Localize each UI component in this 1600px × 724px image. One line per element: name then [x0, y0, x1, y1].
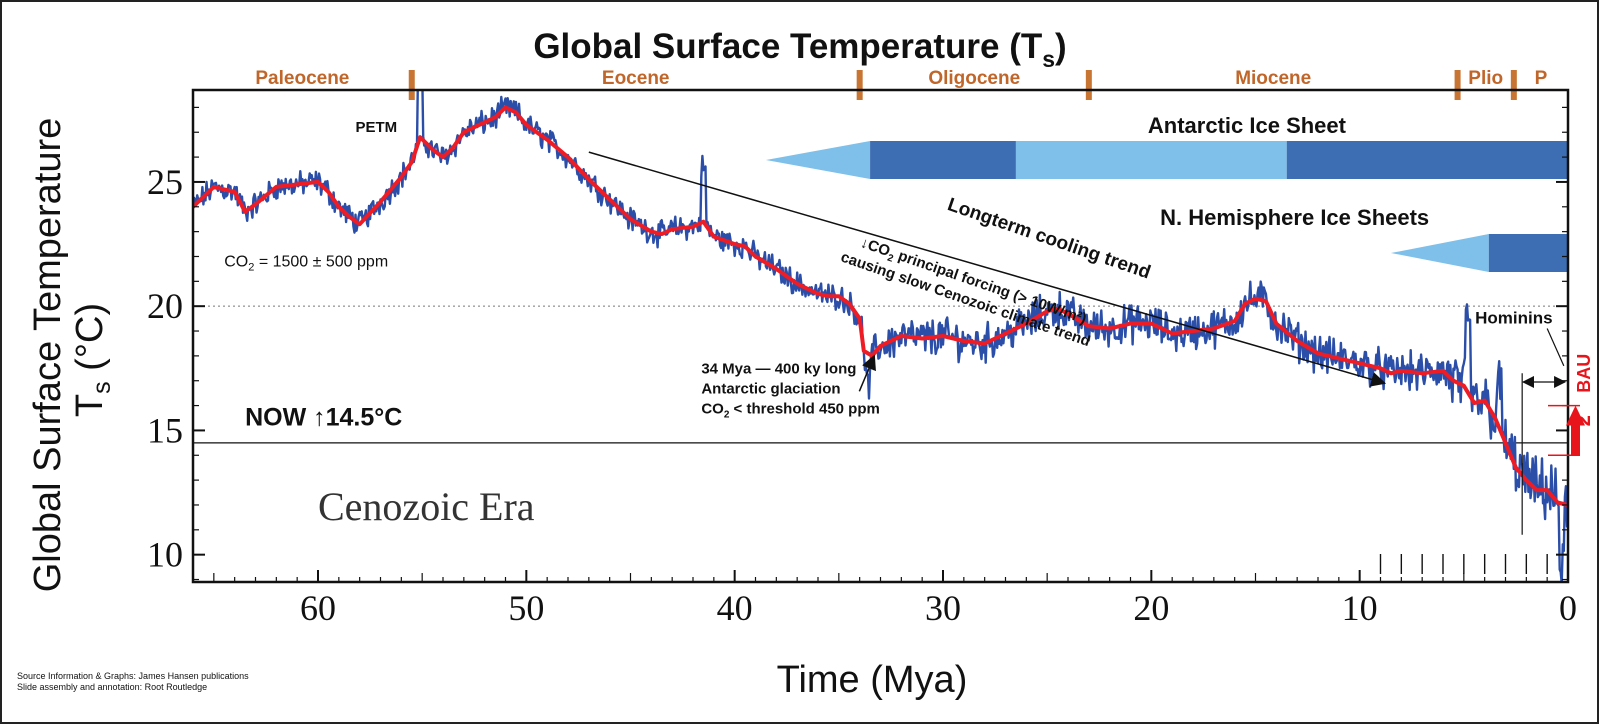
epoch-label: Oligocene	[928, 68, 1020, 89]
y-tick-label: 10	[147, 535, 183, 575]
petm-label: PETM	[356, 119, 398, 136]
chart-title: Global Surface Temperature (Ts)	[533, 27, 1066, 72]
ice-sheet-segment	[1488, 234, 1568, 272]
bau-delta-label: 2°	[1571, 410, 1595, 427]
co2-level-label: CO2 = 1500 ± 500 ppm	[224, 253, 388, 273]
ice-sheet-segment	[870, 141, 1016, 179]
epoch-label: Eocene	[602, 68, 670, 89]
y-axis-label-line2: Ts (°C)	[69, 303, 116, 417]
ice-sheet-label: N. Hemisphere Ice Sheets	[1160, 205, 1429, 230]
x-axis-label: Time (Mya)	[777, 659, 968, 701]
ice-sheet-taper	[765, 141, 871, 179]
epoch-label: Miocene	[1235, 68, 1311, 89]
annotations: PETM CO2 = 1500 ± 500 ppm NOW ↑14.5°C Cenoz…	[224, 119, 1595, 535]
x-tick-label: 20	[1133, 588, 1169, 628]
cooling-trend-label: Longterm cooling trend	[945, 194, 1153, 283]
x-tick-label: 40	[717, 588, 753, 628]
epoch-boundary	[408, 70, 415, 100]
epoch-bar: Paleocene Eocene Oligocene Miocene Plio P	[255, 68, 1548, 100]
epoch-boundary	[1510, 70, 1517, 100]
glaciation-note-line: Antarctic glaciation	[701, 380, 840, 397]
x-tick-label: 0	[1559, 588, 1577, 628]
hominins-leader	[1546, 328, 1565, 367]
now-temperature-label: NOW ↑14.5°C	[245, 403, 402, 431]
y-axis-label-line1: Global Surface Temperature	[27, 118, 69, 593]
epoch-label: Paleocene	[255, 68, 349, 89]
bau-arrow-shaft	[1571, 425, 1580, 456]
y-tick-label: 25	[147, 162, 183, 202]
hominins-label: Hominins	[1475, 309, 1552, 328]
x-tick-label: 10	[1342, 588, 1378, 628]
x-tick-label: 30	[925, 588, 961, 628]
epoch-boundary	[1454, 70, 1461, 100]
smoothed-temperature-series	[193, 105, 1568, 507]
credits: Source Information & Graphs: James Hanse…	[17, 671, 249, 693]
epoch-label: P	[1535, 68, 1548, 89]
x-tick-label: 50	[508, 588, 544, 628]
glaciation-note-line: CO2 < threshold 450 ppm	[701, 400, 880, 420]
ice-sheet-label: Antarctic Ice Sheet	[1148, 113, 1347, 138]
cooling-trend-arrow	[588, 151, 1387, 387]
ice-sheet-segment	[1015, 141, 1287, 179]
epoch-boundary	[1085, 70, 1092, 100]
glaciation-arrow	[858, 354, 876, 392]
epoch-boundary	[856, 70, 863, 100]
reference-lines	[193, 305, 1568, 444]
glaciation-note-line: 34 Mya — 400 ky long	[701, 360, 856, 377]
era-label: Cenozoic Era	[318, 484, 535, 529]
bau-label: BAU	[1574, 354, 1594, 393]
x-tick-label: 60	[300, 588, 336, 628]
credit-source: Source Information & Graphs: James Hanse…	[17, 671, 249, 681]
y-tick-label: 15	[147, 410, 183, 450]
credit-assembly: Slide assembly and annotation: Root Rout…	[17, 682, 208, 692]
ice-sheet-segment	[1286, 141, 1568, 179]
bau-arrow-head	[1566, 405, 1585, 426]
axes: 60 50 40 30 20 10 0 10 15 20 25	[147, 106, 1577, 628]
ice-sheet-bars: Antarctic Ice Sheet N. Hemisphere Ice She…	[765, 113, 1568, 272]
y-tick-label: 20	[147, 286, 183, 326]
epoch-label: Plio	[1468, 68, 1503, 89]
ice-sheet-taper	[1390, 234, 1489, 272]
raw-temperature-series	[193, 90, 1568, 582]
